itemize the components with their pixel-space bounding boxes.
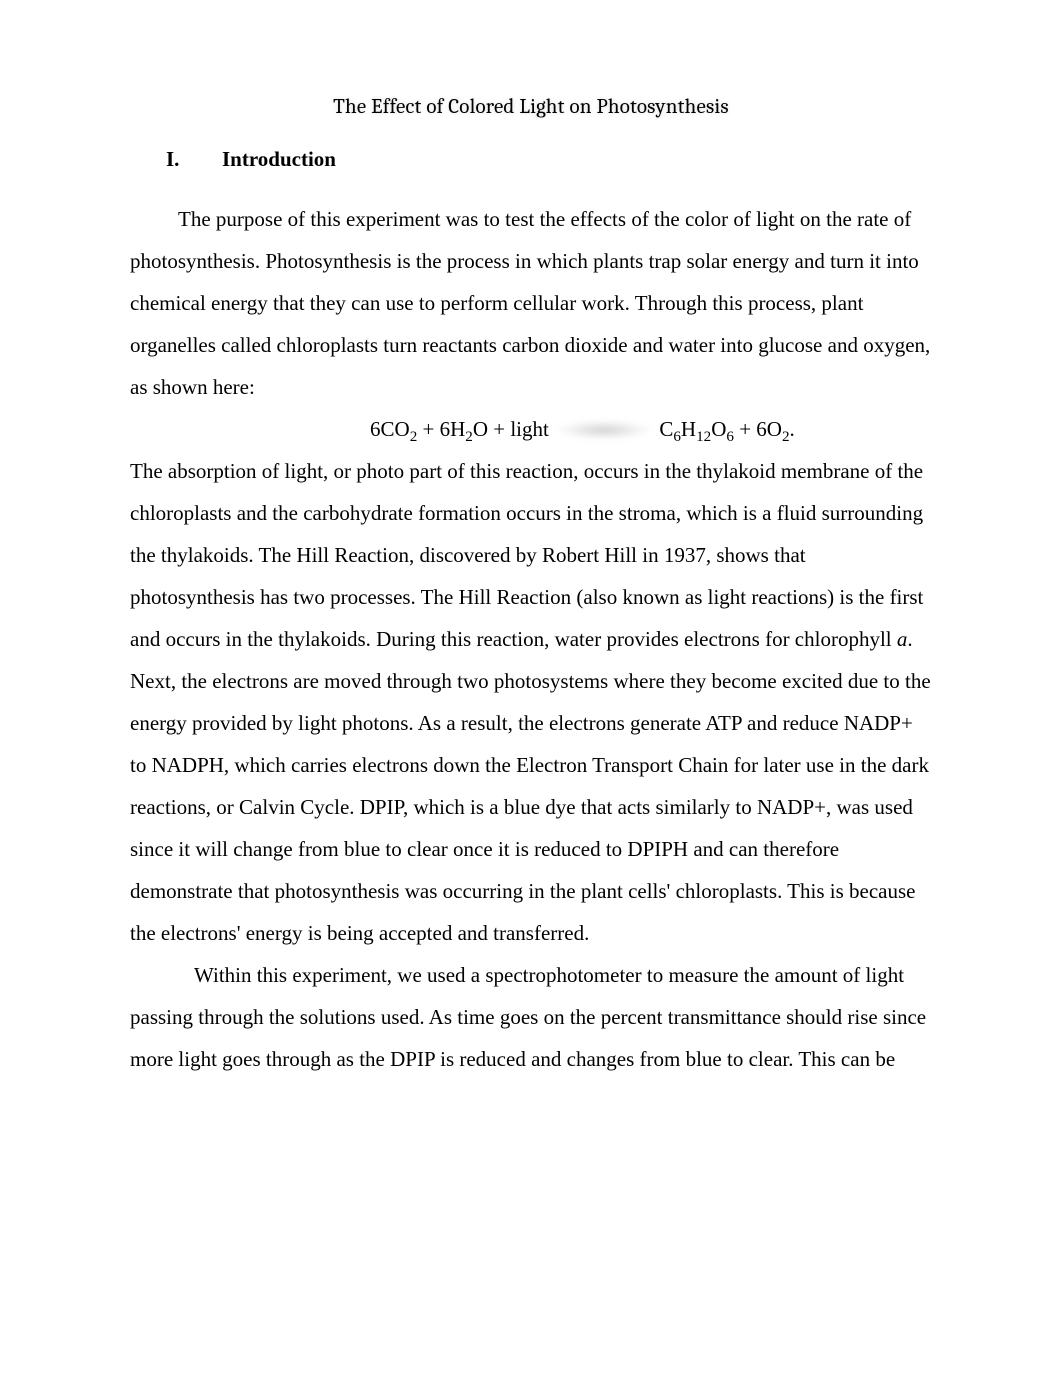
paragraph-3: Within this experiment, we used a spectr… (130, 954, 932, 1080)
page-title: The Effect of Colored Light on Photosynt… (333, 95, 729, 119)
paragraph-2: The absorption of light, or photo part o… (130, 450, 932, 954)
eq-rhs: C6H12O6 + 6O2. (659, 417, 794, 441)
section-heading: Introduction (222, 147, 336, 172)
eq-lhs: 6CO2 + 6H2O + light (370, 417, 549, 441)
equation: 6CO2 + 6H2O + light C6H12O6 + 6O2. (130, 408, 932, 450)
equation-arrow-blur (558, 421, 650, 439)
section-header-row: I. Introduction (130, 147, 932, 172)
section-numeral: I. (166, 147, 222, 172)
paragraph-1: The purpose of this experiment was to te… (130, 198, 932, 408)
chlorophyll-a-italic: a (897, 627, 908, 651)
